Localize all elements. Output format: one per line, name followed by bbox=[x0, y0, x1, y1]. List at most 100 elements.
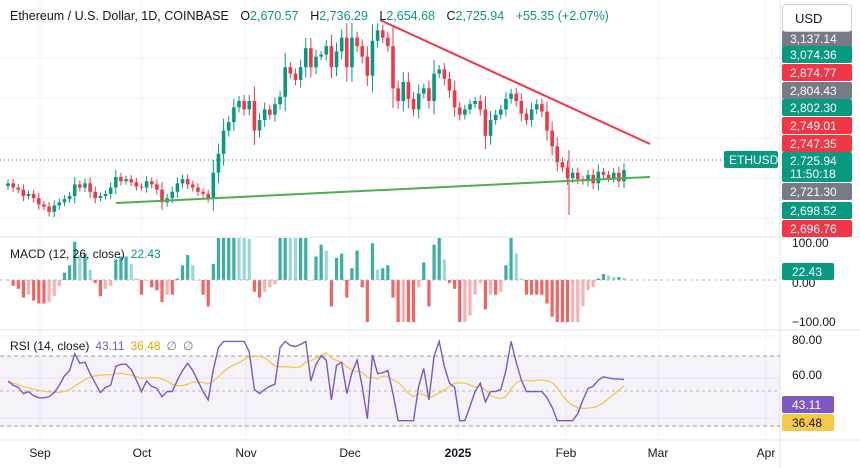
candle-body-20 bbox=[108, 187, 113, 194]
macd-bar-23 bbox=[124, 256, 128, 280]
rsi-value-tag bbox=[782, 396, 834, 413]
price-tag-text-5: 2,749.01 bbox=[790, 119, 837, 133]
change-value: +55.35 (+2.07%) bbox=[515, 9, 609, 23]
macd-bar-90 bbox=[468, 280, 472, 316]
close-label: C bbox=[446, 9, 456, 23]
macd-bar-57 bbox=[299, 238, 303, 280]
candle-body-94 bbox=[488, 120, 493, 136]
candle-body-45 bbox=[237, 101, 241, 108]
candle-body-61 bbox=[319, 54, 323, 57]
candle-body-17 bbox=[93, 191, 98, 199]
macd-bar-7 bbox=[42, 280, 46, 304]
macd-bar-45 bbox=[237, 238, 241, 280]
price-tag-text-6: 2,747.35 bbox=[790, 137, 837, 151]
price-axis: 3,137.14 3,074.36 2,874.77 2,804.43 2,802.30… bbox=[724, 30, 852, 431]
candle-body-109 bbox=[565, 167, 570, 179]
candle-body-34 bbox=[180, 179, 185, 184]
macd-bar-72 bbox=[376, 269, 380, 280]
candle-body-59 bbox=[309, 48, 313, 68]
time-axis-label-4: 2025 bbox=[445, 446, 472, 460]
rsi-axis-label-1: 60.00 bbox=[792, 368, 822, 382]
macd-bar-15 bbox=[83, 253, 87, 280]
macd-bar-46 bbox=[242, 238, 246, 280]
candle-body-86 bbox=[447, 78, 452, 91]
macd-bar-66 bbox=[345, 280, 349, 298]
rsi-ma-value: 36.48 bbox=[130, 339, 161, 353]
time-axis-label-2: Nov bbox=[235, 446, 256, 460]
price-tag-text-0: 3,137.14 bbox=[790, 32, 837, 46]
macd-axis-label-0: 100.00 bbox=[792, 236, 829, 250]
macd-bar-49 bbox=[257, 280, 262, 298]
macd-bar-14 bbox=[78, 255, 82, 280]
candle-body-50 bbox=[262, 109, 267, 120]
price-tag-text-4: 2,802.30 bbox=[790, 101, 837, 115]
macd-bar-88 bbox=[458, 280, 462, 322]
macd-bar-1 bbox=[11, 280, 15, 286]
candle-body-83 bbox=[432, 73, 436, 101]
price-tag-9 bbox=[782, 183, 852, 200]
candle-body-110 bbox=[570, 172, 575, 179]
candle-body-77 bbox=[401, 82, 406, 101]
candle-body-41 bbox=[216, 153, 221, 173]
macd-bar-29 bbox=[155, 280, 159, 291]
candle-body-102 bbox=[529, 109, 534, 120]
macd-bar-13 bbox=[73, 241, 77, 280]
candle-body-107 bbox=[555, 146, 560, 163]
candle-body-43 bbox=[226, 122, 231, 131]
time-axis-label-6: Mar bbox=[648, 446, 669, 460]
macd-bar-53 bbox=[278, 238, 282, 280]
candle-body-30 bbox=[160, 189, 164, 203]
candle-body-12 bbox=[67, 196, 72, 200]
candle-body-118 bbox=[611, 172, 616, 179]
time-axis-label-1: Oct bbox=[133, 446, 152, 460]
symbol-last-price-text: ETHUSD bbox=[729, 153, 779, 167]
candle-body-28 bbox=[149, 181, 154, 185]
candle-body-68 bbox=[355, 37, 359, 47]
price-tag-10 bbox=[782, 202, 852, 219]
currency-button[interactable]: USD bbox=[782, 4, 852, 32]
price-tag-text-2: 2,874.77 bbox=[790, 66, 837, 80]
price-tag-5 bbox=[782, 117, 852, 134]
candle-body-96 bbox=[499, 109, 503, 115]
candle-body-79 bbox=[411, 98, 416, 110]
candle-body-11 bbox=[62, 199, 67, 203]
time-axis: Sep Oct Nov Dec 2025 Feb Mar Apr bbox=[29, 446, 775, 460]
price-tag-text-1: 3,074.36 bbox=[790, 48, 837, 62]
price-tag-text-11: 2,696.76 bbox=[790, 222, 837, 236]
price-tag-7 bbox=[782, 152, 852, 169]
macd-bar-65 bbox=[340, 253, 344, 280]
macd-bar-80 bbox=[417, 280, 421, 288]
macd-bar-32 bbox=[170, 280, 174, 295]
candle-body-97 bbox=[504, 98, 508, 110]
price-tag-6 bbox=[782, 135, 852, 152]
macd-bar-19 bbox=[103, 280, 108, 289]
macd-bar-36 bbox=[191, 265, 195, 280]
macd-bar-73 bbox=[381, 268, 385, 280]
candle-body-24 bbox=[129, 179, 133, 183]
symbol-title: Ethereum / U.S. Dollar, 1D, COINBASE bbox=[10, 9, 229, 23]
price-tag-text-8: 11:50:18 bbox=[790, 167, 836, 181]
trend-lines bbox=[115, 19, 651, 204]
candle-body-55 bbox=[288, 67, 293, 74]
macd-bar-70 bbox=[365, 280, 369, 322]
macd-bar-64 bbox=[334, 257, 339, 280]
candle-body-95 bbox=[493, 114, 498, 120]
macd-bar-100 bbox=[519, 278, 523, 280]
macd-bar-120 bbox=[622, 277, 626, 280]
macd-bar-87 bbox=[453, 280, 457, 289]
macd-bar-95 bbox=[494, 280, 498, 295]
macd-axis-label-2: −100.00 bbox=[792, 315, 836, 329]
close-value: 2,725.94 bbox=[455, 9, 505, 23]
macd-bar-108 bbox=[560, 280, 564, 322]
candle-body-100 bbox=[519, 101, 524, 114]
macd-bar-51 bbox=[268, 280, 272, 288]
candle-body-10 bbox=[57, 202, 62, 206]
candle-body-19 bbox=[103, 193, 108, 196]
macd-title: MACD (12, 26, close) bbox=[10, 247, 125, 261]
macd-bar-18 bbox=[98, 280, 102, 297]
macd-bar-104 bbox=[540, 280, 544, 295]
macd-bar-4 bbox=[26, 280, 31, 295]
macd-bar-119 bbox=[617, 277, 621, 280]
macd-bar-99 bbox=[514, 253, 518, 280]
